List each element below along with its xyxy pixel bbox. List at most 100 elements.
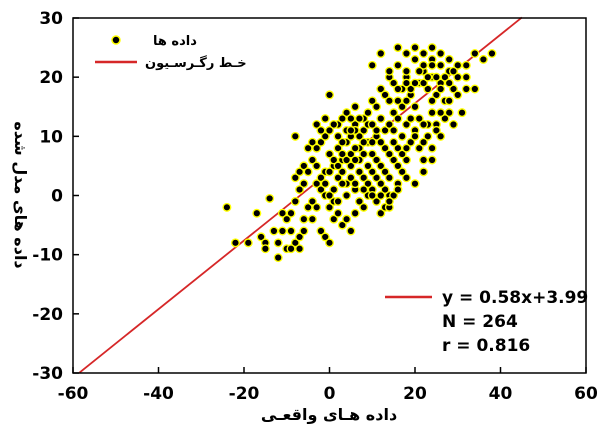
data-point [389,108,399,118]
y-tick-label: -10 [32,246,63,266]
data-point [380,125,390,135]
data-point [419,167,429,177]
data-point [290,131,300,141]
data-point [372,173,382,183]
data-point [436,131,446,141]
data-point [333,143,343,153]
data-point [401,119,411,129]
data-point [367,137,377,147]
data-point [440,72,450,82]
data-point [342,155,352,165]
data-point [419,60,429,70]
data-point [376,179,386,189]
data-point [453,72,463,82]
data-point [389,78,399,88]
data-point [303,167,313,177]
y-tick-label: 0 [51,187,63,207]
data-point [401,96,411,106]
data-point [350,143,360,153]
data-point [414,66,424,76]
y-tick-label: 20 [39,68,63,88]
data-point [277,226,287,236]
data-point [325,202,335,212]
data-point [444,54,454,64]
data-point [367,119,377,129]
data-point [376,84,386,94]
data-point [384,149,394,159]
legend-label-points: داده ها [153,34,197,49]
data-point [410,102,420,112]
data-point [312,179,322,189]
data-point [312,161,322,171]
data-point [393,43,403,53]
data-point [389,125,399,135]
data-point [316,125,326,135]
data-point [410,179,420,189]
data-point [393,185,403,195]
data-point [337,149,347,159]
data-point [329,155,339,165]
data-point [350,102,360,112]
data-point [436,60,446,70]
data-point [380,143,390,153]
y-axis-title: داده های مدل شده [11,121,30,268]
data-point [299,179,309,189]
data-point [320,232,330,242]
data-point [427,108,437,118]
data-point [401,143,411,153]
data-point [453,90,463,100]
data-point [333,173,343,183]
data-point [329,185,339,195]
data-point [325,190,335,200]
data-point [448,119,458,129]
data-point [290,173,300,183]
data-point [457,108,467,118]
data-point [286,208,296,218]
data-point [325,238,335,248]
data-point [333,131,343,141]
data-point [295,167,305,177]
data-point [448,66,458,76]
y-axis-ticks: -30 -20 -10 0 10 20 30 [32,9,79,384]
data-point [359,149,369,159]
data-point [376,49,386,59]
data-point [307,137,317,147]
data-point [414,143,424,153]
data-point [273,253,283,263]
data-point [419,155,429,165]
data-point [290,196,300,206]
data-point [401,49,411,59]
data-point [478,54,488,64]
data-point [320,179,330,189]
data-point [436,49,446,59]
data-point [333,196,343,206]
data-point [265,193,275,203]
data-point [397,167,407,177]
data-point [410,131,420,141]
data-point [333,208,343,218]
data-point [427,155,437,165]
data-point [277,208,287,218]
data-point [380,185,390,195]
data-point [363,161,373,171]
data-point [359,125,369,135]
data-point [325,90,335,100]
data-point [406,137,416,147]
data-point [337,137,347,147]
data-point [359,185,369,195]
data-point [367,167,377,177]
data-point [372,196,382,206]
x-axis-ticks: -60 -40 -20 0 20 40 60 [58,367,598,404]
data-point [419,119,429,129]
data-point [470,84,480,94]
data-point [333,161,343,171]
data-point [376,161,386,171]
data-point [384,196,394,206]
data-point [307,155,317,165]
legend-label-line: خـط رگـرسـیون [145,55,247,71]
data-point [389,137,399,147]
data-point [401,66,411,76]
data-point [320,114,330,124]
data-point [346,226,356,236]
